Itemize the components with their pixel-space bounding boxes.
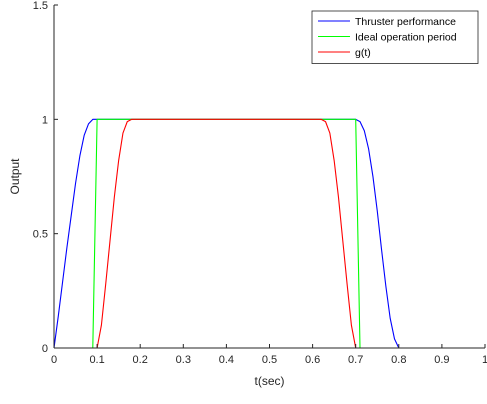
y-tick-label: 0.5 — [33, 229, 48, 241]
x-tick-label: 0 — [51, 354, 57, 366]
series-line-3 — [54, 118, 485, 349]
x-tick-label: 0.6 — [305, 354, 320, 366]
x-tick-label: 0.5 — [262, 354, 277, 366]
legend-box — [311, 10, 479, 64]
y-tick-label: 1.5 — [33, 0, 48, 12]
x-tick-label: 0.3 — [176, 354, 191, 366]
x-tick-label: 0.1 — [89, 354, 104, 366]
y-tick-label: 0 — [42, 343, 48, 355]
x-axis-label: t(sec) — [255, 374, 285, 388]
y-tick-label: 1 — [42, 114, 48, 126]
x-tick-label: 0.4 — [219, 354, 234, 366]
y-axis-label: Output — [8, 158, 22, 195]
legend-label: Ideal operation period — [355, 32, 457, 44]
x-tick-label: 0.9 — [434, 354, 449, 366]
x-tick-label: 0.8 — [391, 354, 406, 366]
legend: Thruster performance Ideal operation peri… — [311, 10, 479, 64]
ticks-layer: 0 0.1 0.2 0.3 0.4 0.5 0.6 0.7 0.8 0.9 1 0 0.5 1 1.5 — [33, 0, 487, 366]
x-tick-label: 1 — [482, 354, 487, 366]
legend-label: g(t) — [355, 47, 371, 59]
x-tick-label: 0.2 — [133, 354, 148, 366]
legend-label: Thruster performance — [355, 16, 456, 28]
x-tick-label: 0.7 — [348, 354, 363, 366]
